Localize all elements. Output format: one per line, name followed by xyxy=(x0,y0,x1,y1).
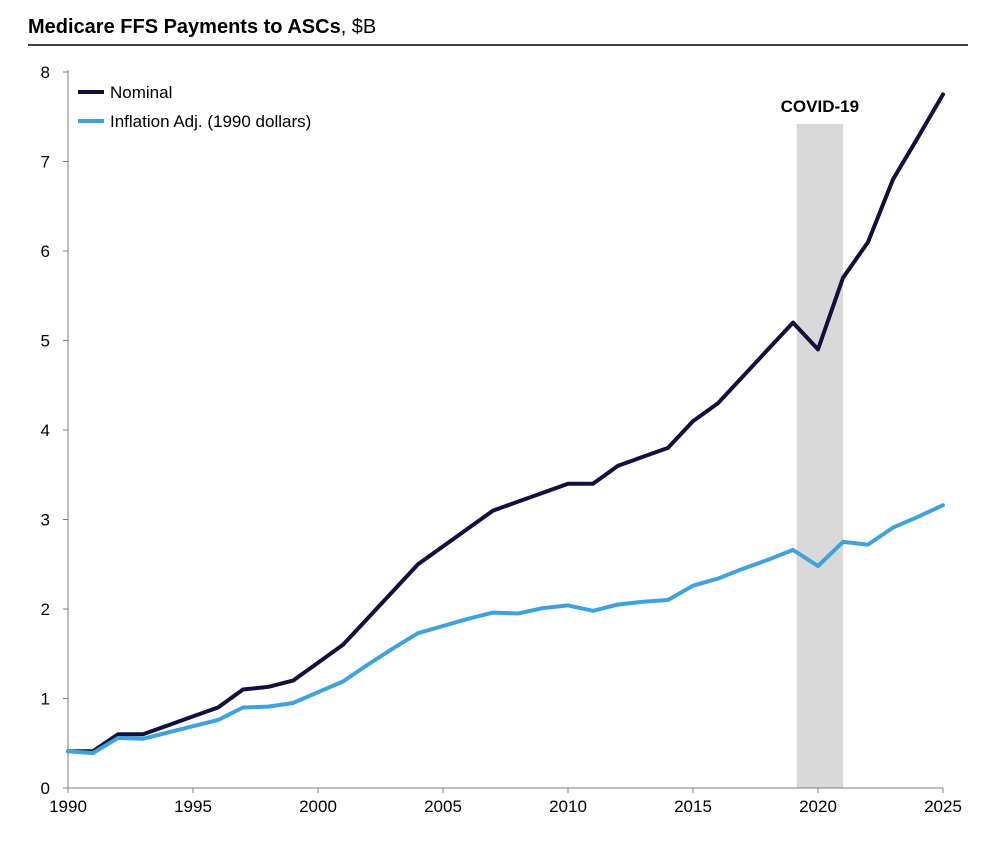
y-tick-label: 6 xyxy=(41,242,50,261)
legend: Nominal Inflation Adj. (1990 dollars) xyxy=(78,83,311,131)
chart-title: Medicare FFS Payments to ASCs, $B xyxy=(28,16,376,38)
covid-label: COVID-19 xyxy=(781,97,859,116)
x-tick-label: 1995 xyxy=(174,797,212,816)
covid-shade xyxy=(796,124,843,788)
covid-band: COVID-19 xyxy=(781,97,859,788)
x-tick-label: 2005 xyxy=(424,797,462,816)
series-group xyxy=(66,92,945,756)
chart-title-unit: , $B xyxy=(341,16,377,38)
y-tick-label: 5 xyxy=(41,332,50,351)
legend-label: Inflation Adj. (1990 dollars) xyxy=(110,112,311,131)
x-tick-label: 2015 xyxy=(674,797,712,816)
x-tick-label: 2025 xyxy=(924,797,962,816)
legend-label: Nominal xyxy=(110,83,172,102)
x-tick-label: 2020 xyxy=(799,797,837,816)
series-line-nominal xyxy=(66,92,945,754)
y-tick-label: 2 xyxy=(41,600,50,619)
y-tick-label: 8 xyxy=(41,63,50,82)
y-tick-label: 4 xyxy=(41,421,50,440)
x-tick-label: 1990 xyxy=(49,797,87,816)
series-line-inflation-adjusted xyxy=(66,503,945,756)
y-tick-label: 0 xyxy=(41,779,50,798)
x-tick-label: 2010 xyxy=(549,797,587,816)
y-tick-label: 7 xyxy=(41,153,50,172)
axes: 0 1 2 3 4 5 6 7 8 1990 1995 2000 2005 2010 2015 2020 202… xyxy=(41,63,962,816)
chart-title-main: Medicare FFS Payments to ASCs xyxy=(28,16,341,38)
y-tick-label: 1 xyxy=(41,690,50,709)
y-tick-label: 3 xyxy=(41,511,50,530)
x-tick-label: 2000 xyxy=(299,797,337,816)
